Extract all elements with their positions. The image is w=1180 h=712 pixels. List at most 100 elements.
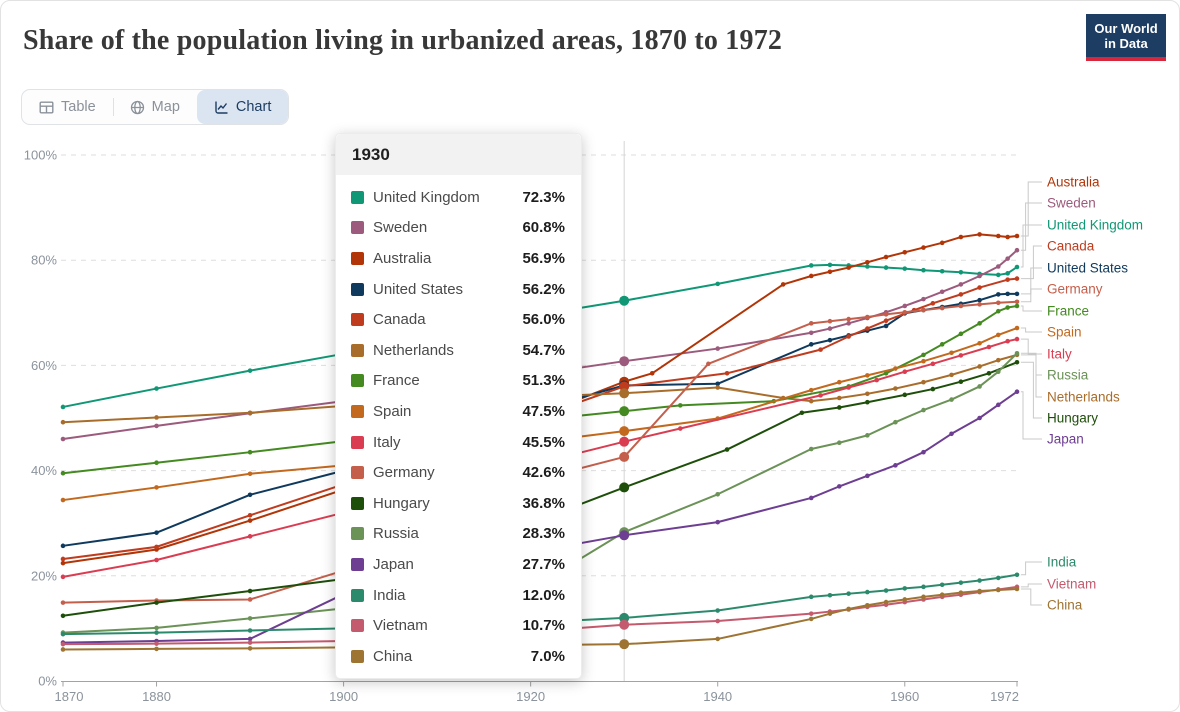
tooltip-value: 42.6% — [522, 464, 565, 482]
data-point — [60, 404, 66, 410]
series-color-swatch — [351, 313, 364, 327]
x-axis-tick-label: 1900 — [329, 689, 358, 704]
data-point — [60, 497, 66, 503]
series-end-label-vietnam[interactable]: Vietnam — [1047, 577, 1096, 592]
data-point — [247, 616, 253, 621]
data-point — [247, 471, 253, 477]
series-end-label-germany[interactable]: Germany — [1047, 282, 1103, 297]
data-point — [883, 312, 889, 317]
data-point — [836, 440, 842, 446]
data-point — [893, 366, 898, 371]
series-end-label-japan[interactable]: Japan — [1047, 432, 1084, 447]
data-point — [60, 556, 66, 562]
series-line-france[interactable] — [62, 304, 1018, 475]
series-end-label-france[interactable]: France — [1047, 304, 1089, 319]
owid-logo[interactable]: Our World in Data — [1086, 14, 1166, 61]
data-point — [780, 282, 786, 287]
y-axis-tick-label: 80% — [31, 253, 57, 268]
tooltip-country: Sweden — [373, 219, 428, 237]
data-point — [827, 318, 833, 324]
series-line-hungary[interactable] — [62, 361, 1018, 617]
series-end-label-united-states[interactable]: United States — [1047, 261, 1128, 276]
end-label-connector — [1021, 583, 1042, 588]
series-end-label-hungary[interactable]: Hungary — [1047, 411, 1098, 426]
tooltip-body: United Kingdom 72.3% Sweden 60.8% Australia 5… — [336, 175, 581, 672]
tooltip-country: United Kingdom — [373, 188, 480, 206]
tab-table[interactable]: Table — [22, 90, 113, 124]
data-point — [995, 587, 1001, 593]
data-point — [60, 419, 66, 425]
data-point — [958, 580, 964, 585]
tooltip-value: 54.7% — [522, 341, 565, 359]
series-end-label-canada[interactable]: Canada — [1047, 239, 1095, 254]
tooltip-value: 7.0% — [530, 647, 565, 665]
data-point — [154, 423, 159, 429]
highlight-data-point — [619, 612, 630, 623]
tooltip-country: China — [373, 647, 413, 665]
data-point — [883, 265, 889, 270]
series-end-label-italy[interactable]: Italy — [1047, 347, 1072, 362]
end-label-connector — [1021, 245, 1042, 280]
series-end-label-sweden[interactable]: Sweden — [1047, 196, 1096, 211]
series-color-swatch — [351, 221, 364, 235]
data-point — [902, 309, 908, 315]
data-point — [986, 370, 992, 376]
data-point — [865, 314, 870, 320]
data-point — [247, 597, 253, 602]
data-point — [893, 463, 898, 468]
tooltip-country: Japan — [373, 555, 414, 573]
globe-icon — [130, 100, 145, 115]
x-axis-tick-label: 1940 — [703, 689, 732, 704]
tooltip-row: Canada 56.0% — [351, 304, 565, 335]
tooltip-value: 45.5% — [522, 433, 565, 451]
tooltip-value: 28.3% — [522, 525, 565, 543]
data-point — [827, 337, 833, 343]
data-point — [883, 588, 889, 593]
series-color-swatch — [351, 649, 364, 663]
series-end-label-australia[interactable]: Australia — [1047, 175, 1100, 190]
data-point — [677, 403, 683, 408]
tooltip-value: 10.7% — [522, 617, 565, 635]
data-point — [921, 358, 926, 364]
data-point — [1014, 247, 1020, 253]
data-point — [60, 647, 66, 652]
data-point — [1014, 291, 1020, 297]
series-end-label-russia[interactable]: Russia — [1047, 368, 1089, 383]
end-label-connector — [1021, 181, 1042, 237]
data-point — [958, 269, 964, 275]
line-chart[interactable]: 0% 20% 40% 60% 80% 100% 1870 1880 1900 1920 1940 19… — [1, 129, 1180, 712]
series-end-label-china[interactable]: China — [1047, 598, 1083, 613]
tooltip-country: Russia — [373, 525, 419, 543]
tab-chart[interactable]: Chart — [196, 90, 289, 124]
series-line-canada[interactable] — [62, 277, 1018, 560]
data-point — [808, 495, 814, 501]
data-point — [883, 318, 889, 323]
data-point — [977, 321, 982, 326]
data-point — [60, 436, 66, 442]
series-color-swatch — [351, 251, 364, 265]
end-label-connector — [1021, 224, 1042, 268]
tooltip-country: India — [373, 586, 406, 604]
series-end-label-netherlands[interactable]: Netherlands — [1047, 390, 1120, 405]
series-line-netherlands[interactable] — [62, 353, 1018, 424]
tooltip-country: Hungary — [373, 494, 430, 512]
data-point — [1014, 351, 1020, 356]
data-point — [865, 326, 870, 331]
data-point — [1014, 325, 1020, 331]
series-end-label-india[interactable]: India — [1047, 555, 1077, 570]
data-point — [930, 386, 936, 392]
data-point — [827, 592, 833, 598]
tooltip-row: United Kingdom 72.3% — [351, 182, 565, 213]
data-point — [958, 353, 964, 358]
series-end-label-united-kingdom[interactable]: United Kingdom — [1047, 218, 1143, 233]
series-end-label-spain[interactable]: Spain — [1047, 325, 1082, 340]
data-point — [939, 268, 945, 274]
tooltip-row: United States 56.2% — [351, 274, 565, 305]
data-point — [60, 543, 66, 549]
tab-map[interactable]: Map — [112, 90, 197, 124]
data-point — [995, 357, 1001, 363]
data-point — [921, 379, 926, 385]
data-point — [921, 245, 926, 250]
data-point — [1005, 305, 1010, 310]
series-color-swatch — [351, 282, 364, 296]
